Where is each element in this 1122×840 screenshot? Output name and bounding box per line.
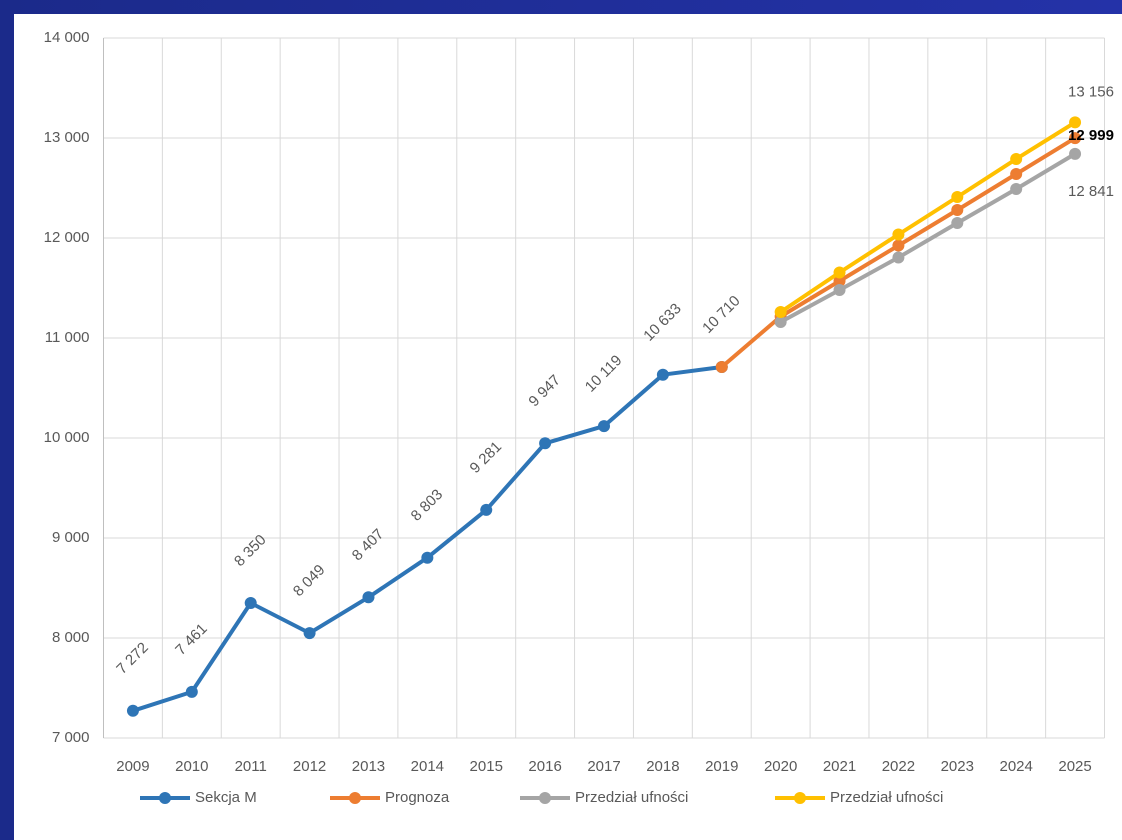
point — [1010, 183, 1023, 195]
point — [774, 306, 787, 318]
point — [715, 361, 728, 373]
legend-marker — [159, 792, 171, 804]
x-tick-label: 2018 — [646, 758, 679, 775]
point — [1069, 147, 1082, 160]
point — [1010, 153, 1023, 165]
chart-panel — [14, 14, 1122, 840]
x-tick-label: 2015 — [470, 758, 503, 775]
x-tick-label: 2017 — [587, 758, 620, 775]
series-line — [779, 120, 1077, 314]
legend-label: Sekcja M — [195, 789, 257, 806]
point — [598, 420, 610, 433]
y-tick-label: 11 000 — [45, 329, 90, 346]
point — [1010, 168, 1023, 180]
x-tick-label: 2021 — [823, 758, 856, 775]
point — [126, 704, 139, 717]
x-tick-label: 2024 — [999, 758, 1032, 775]
x-tick-label: 2016 — [528, 758, 561, 775]
x-tick-label: 2025 — [1058, 758, 1091, 775]
series-line — [779, 152, 1077, 324]
x-tick-label: 2012 — [293, 758, 326, 775]
x-tick-label: 2019 — [705, 758, 738, 775]
point — [951, 217, 964, 229]
x-tick-label: 2010 — [175, 758, 208, 775]
point — [833, 266, 846, 279]
point — [892, 239, 905, 252]
point — [892, 228, 905, 241]
point — [185, 685, 198, 698]
y-tick-label: 9 000 — [52, 529, 90, 546]
x-tick-label: 2020 — [764, 758, 797, 775]
y-tick-label: 12 000 — [44, 229, 90, 246]
point — [1069, 132, 1082, 145]
x-tick-label: 2013 — [352, 758, 385, 775]
point — [951, 191, 964, 203]
legend-label: Przedział ufności — [830, 789, 943, 806]
point — [421, 551, 434, 564]
point — [951, 204, 964, 216]
point — [833, 275, 846, 287]
legend-marker — [349, 792, 361, 804]
point — [892, 251, 905, 264]
y-tick-label: 13 000 — [44, 129, 90, 146]
x-tick-label: 2023 — [941, 758, 974, 775]
point — [244, 597, 257, 609]
y-tick-label: 14 000 — [44, 29, 90, 46]
point — [656, 368, 669, 381]
x-tick-label: 2011 — [235, 758, 267, 775]
point — [480, 503, 493, 516]
point — [362, 591, 375, 604]
y-tick-label: 10 000 — [44, 429, 90, 446]
point — [774, 316, 787, 328]
y-tick-label: 7 000 — [52, 729, 90, 746]
x-tick-label: 2009 — [116, 758, 149, 775]
y-tick-label: 8 000 — [52, 629, 90, 646]
legend-marker — [539, 792, 551, 804]
legend-label: Przedział ufności — [575, 789, 688, 806]
point — [539, 437, 552, 450]
data-label: 12 841 — [1068, 183, 1114, 200]
legend-label: Prognoza — [385, 789, 450, 806]
data-label: 13 156 — [1068, 83, 1114, 100]
point — [303, 627, 316, 640]
point — [1069, 116, 1082, 129]
x-tick-label: 2014 — [411, 758, 444, 775]
point — [833, 284, 846, 296]
legend-marker — [794, 792, 806, 804]
data-label: 12 999 — [1068, 127, 1114, 144]
x-tick-label: 2022 — [882, 758, 915, 775]
